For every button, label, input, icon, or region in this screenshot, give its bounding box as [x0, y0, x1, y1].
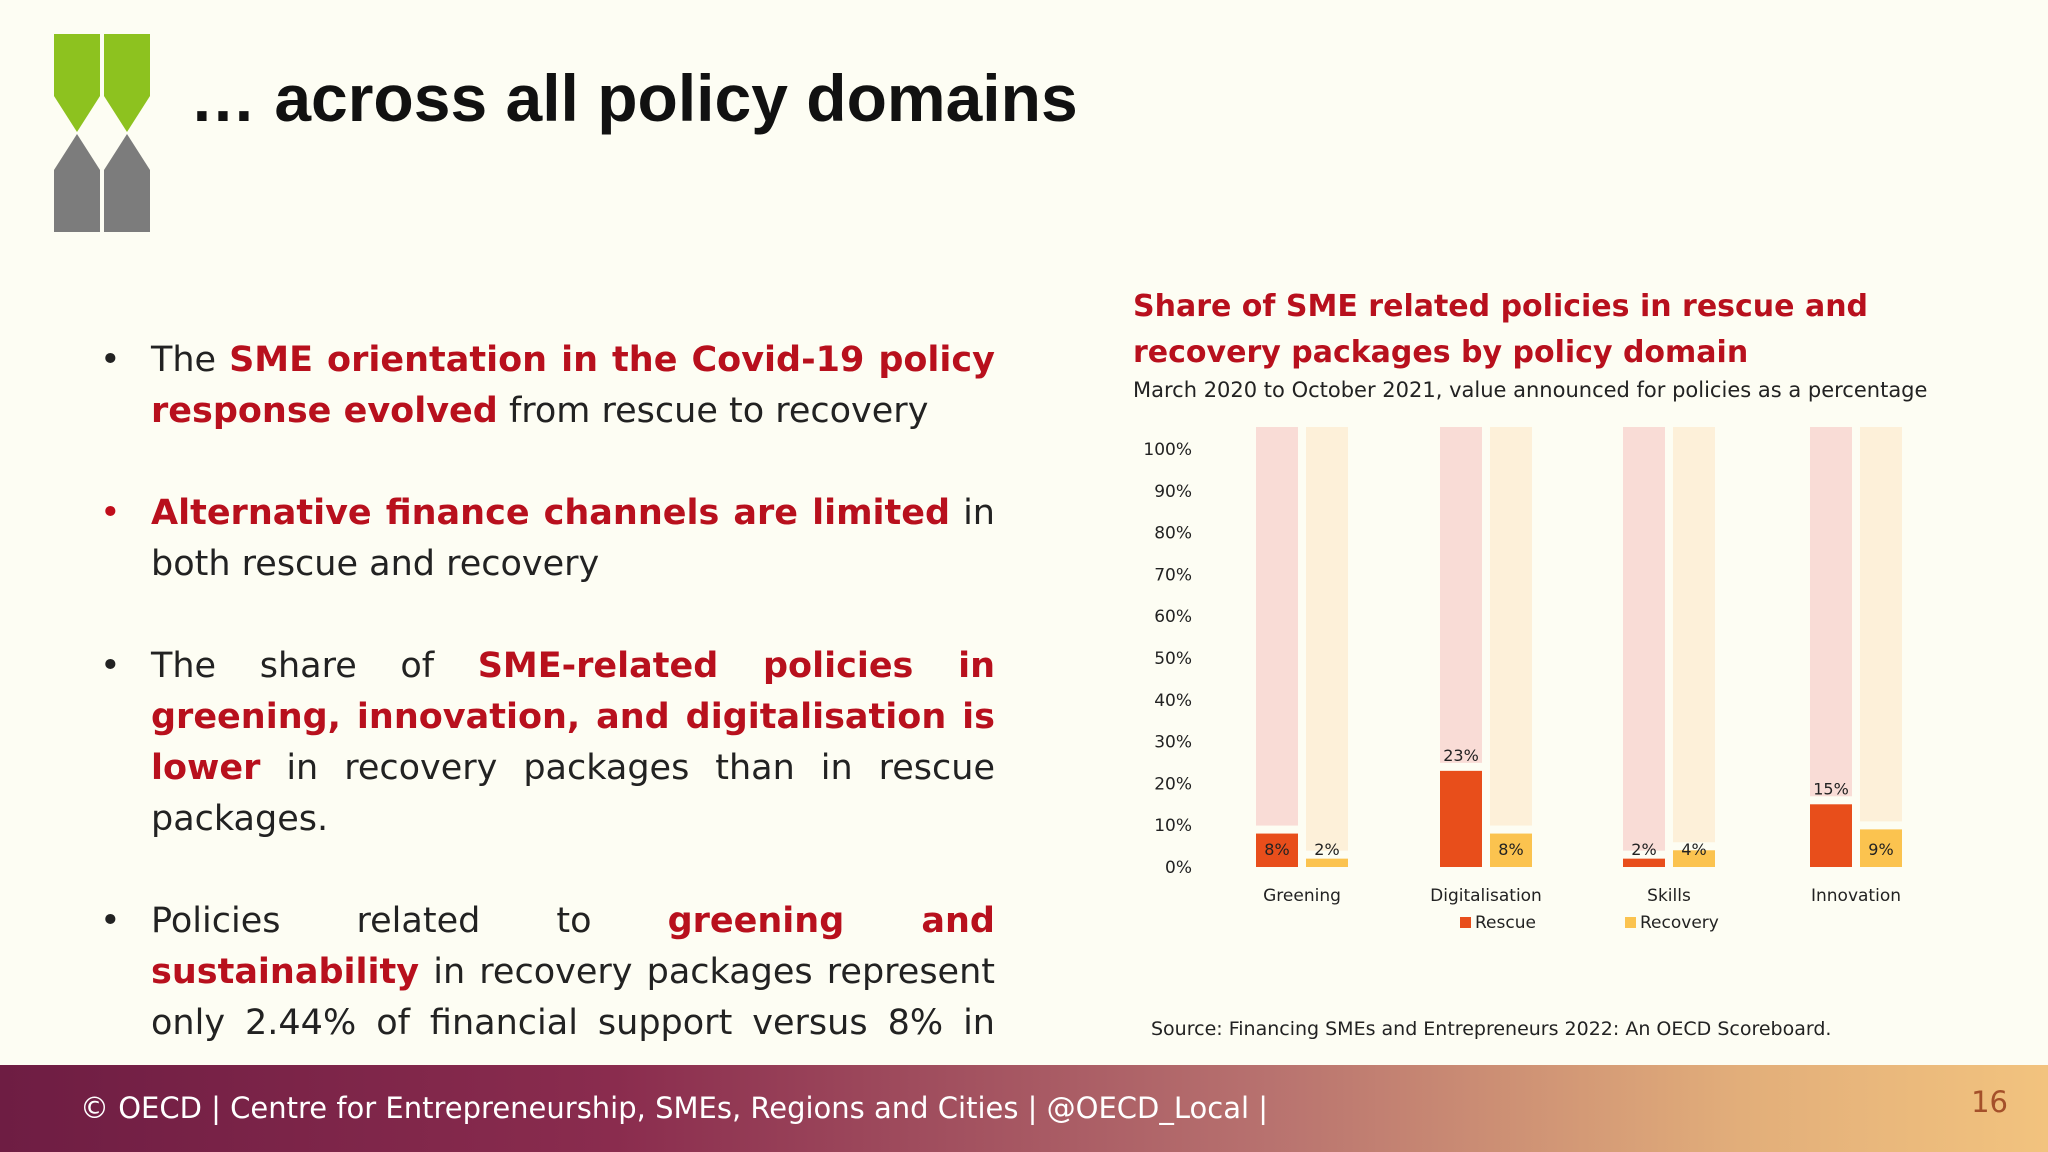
- bar-background: [1440, 427, 1482, 763]
- bullet-item: • Policies related to greening and sustai…: [100, 896, 995, 1100]
- data-label: 15%: [1813, 779, 1849, 798]
- bar-recovery: [1490, 833, 1532, 867]
- bar-rescue: [1440, 770, 1482, 867]
- x-tick-label: Innovation: [1811, 886, 1901, 906]
- bar-recovery: [1673, 850, 1715, 867]
- bullet-dot: •: [100, 646, 121, 686]
- legend-label: Recovery: [1640, 913, 1719, 933]
- x-tick-label: Greening: [1263, 886, 1341, 906]
- y-tick-label: 30%: [1154, 733, 1192, 753]
- bullet-highlight-text: greening and sustainability: [151, 901, 995, 992]
- x-tick-label: Skills: [1647, 886, 1691, 906]
- bullet-text: in recovery packages represent only 2.44…: [151, 952, 995, 1094]
- footer-text: © OECD | Centre for Entrepreneurship, SM…: [80, 1091, 1269, 1125]
- bullet-list: • The SME orientation in the Covid-19 pol…: [100, 335, 995, 1151]
- chart-title: Share of SME related policies in rescue …: [1133, 289, 1869, 370]
- bar-background: [1860, 427, 1902, 822]
- legend-swatch-recovery: [1625, 917, 1636, 928]
- y-tick-label: 90%: [1154, 482, 1192, 502]
- y-tick-label: 70%: [1154, 565, 1192, 585]
- bar-background: [1306, 427, 1348, 851]
- data-label: 2%: [1314, 840, 1339, 859]
- legend-swatch-rescue: [1460, 917, 1471, 928]
- page-number: 16: [1971, 1085, 2008, 1119]
- bar-background: [1810, 427, 1852, 797]
- bullet-text: The: [151, 340, 230, 380]
- bar-rescue: [1256, 833, 1298, 867]
- bar-recovery: [1860, 829, 1902, 867]
- y-tick-label: 80%: [1154, 524, 1192, 544]
- bullet-text: in recovery packages than in rescue pack…: [151, 748, 995, 839]
- bullet-dot: •: [100, 340, 121, 380]
- bullet-dot: •: [100, 493, 121, 533]
- y-tick-label: 40%: [1154, 691, 1192, 711]
- bullet-highlight-text: SME orientation in the Covid-19 policy r…: [151, 340, 995, 431]
- bullet-highlight-text: SME-related policies in greening, innova…: [151, 646, 995, 788]
- bar-background: [1490, 427, 1532, 826]
- bullet-dot: •: [100, 901, 121, 941]
- bullet-text: The share of: [151, 646, 478, 686]
- bullet-item: • The SME orientation in the Covid-19 pol…: [100, 335, 995, 437]
- bar-background: [1623, 427, 1665, 851]
- source-note: Source: Financing SMEs and Entrepreneurs…: [1151, 1018, 1832, 1040]
- y-tick-label: 50%: [1154, 649, 1192, 669]
- data-label: 8%: [1264, 840, 1289, 859]
- data-label: 4%: [1681, 840, 1706, 859]
- bar-rescue: [1623, 858, 1665, 867]
- bullet-highlight-text: Alternative finance channels are limited: [151, 493, 951, 533]
- bullet-item: • Alternative finance channels are limite…: [100, 488, 995, 590]
- y-tick-label: 60%: [1154, 607, 1192, 627]
- slide-title: … across all policy domains: [190, 61, 1078, 135]
- bullet-text: from rescue to recovery: [497, 391, 929, 431]
- y-tick-label: 0%: [1165, 858, 1192, 878]
- bar-background: [1256, 427, 1298, 826]
- y-tick-label: 10%: [1154, 816, 1192, 836]
- bar-chart: 0% 10% 20% 30% 40% 50% 60% 70% 80% 90% 100% 8% 2% Gre…: [1143, 427, 1902, 933]
- bar-recovery: [1306, 858, 1348, 867]
- bar-rescue: [1810, 804, 1852, 867]
- bullet-item: • The share of SME-related policies in gr…: [100, 641, 995, 845]
- data-label: 9%: [1868, 840, 1893, 859]
- bar-background: [1673, 427, 1715, 843]
- y-tick-label: 100%: [1143, 440, 1192, 460]
- bullet-text: in both rescue and recovery: [151, 493, 995, 584]
- chart-subtitle: March 2020 to October 2021, value announ…: [1133, 378, 1928, 402]
- oecd-logo: [54, 34, 150, 232]
- footer-bar: © OECD | Centre for Entrepreneurship, SM…: [0, 1065, 2048, 1152]
- bullet-text: Policies related to: [151, 901, 668, 941]
- y-tick-label: 20%: [1154, 774, 1192, 794]
- data-label: 23%: [1443, 746, 1479, 765]
- legend-label: Rescue: [1475, 913, 1536, 933]
- data-label: 8%: [1498, 840, 1523, 859]
- data-label: 2%: [1631, 840, 1656, 859]
- x-tick-label: Digitalisation: [1430, 886, 1542, 906]
